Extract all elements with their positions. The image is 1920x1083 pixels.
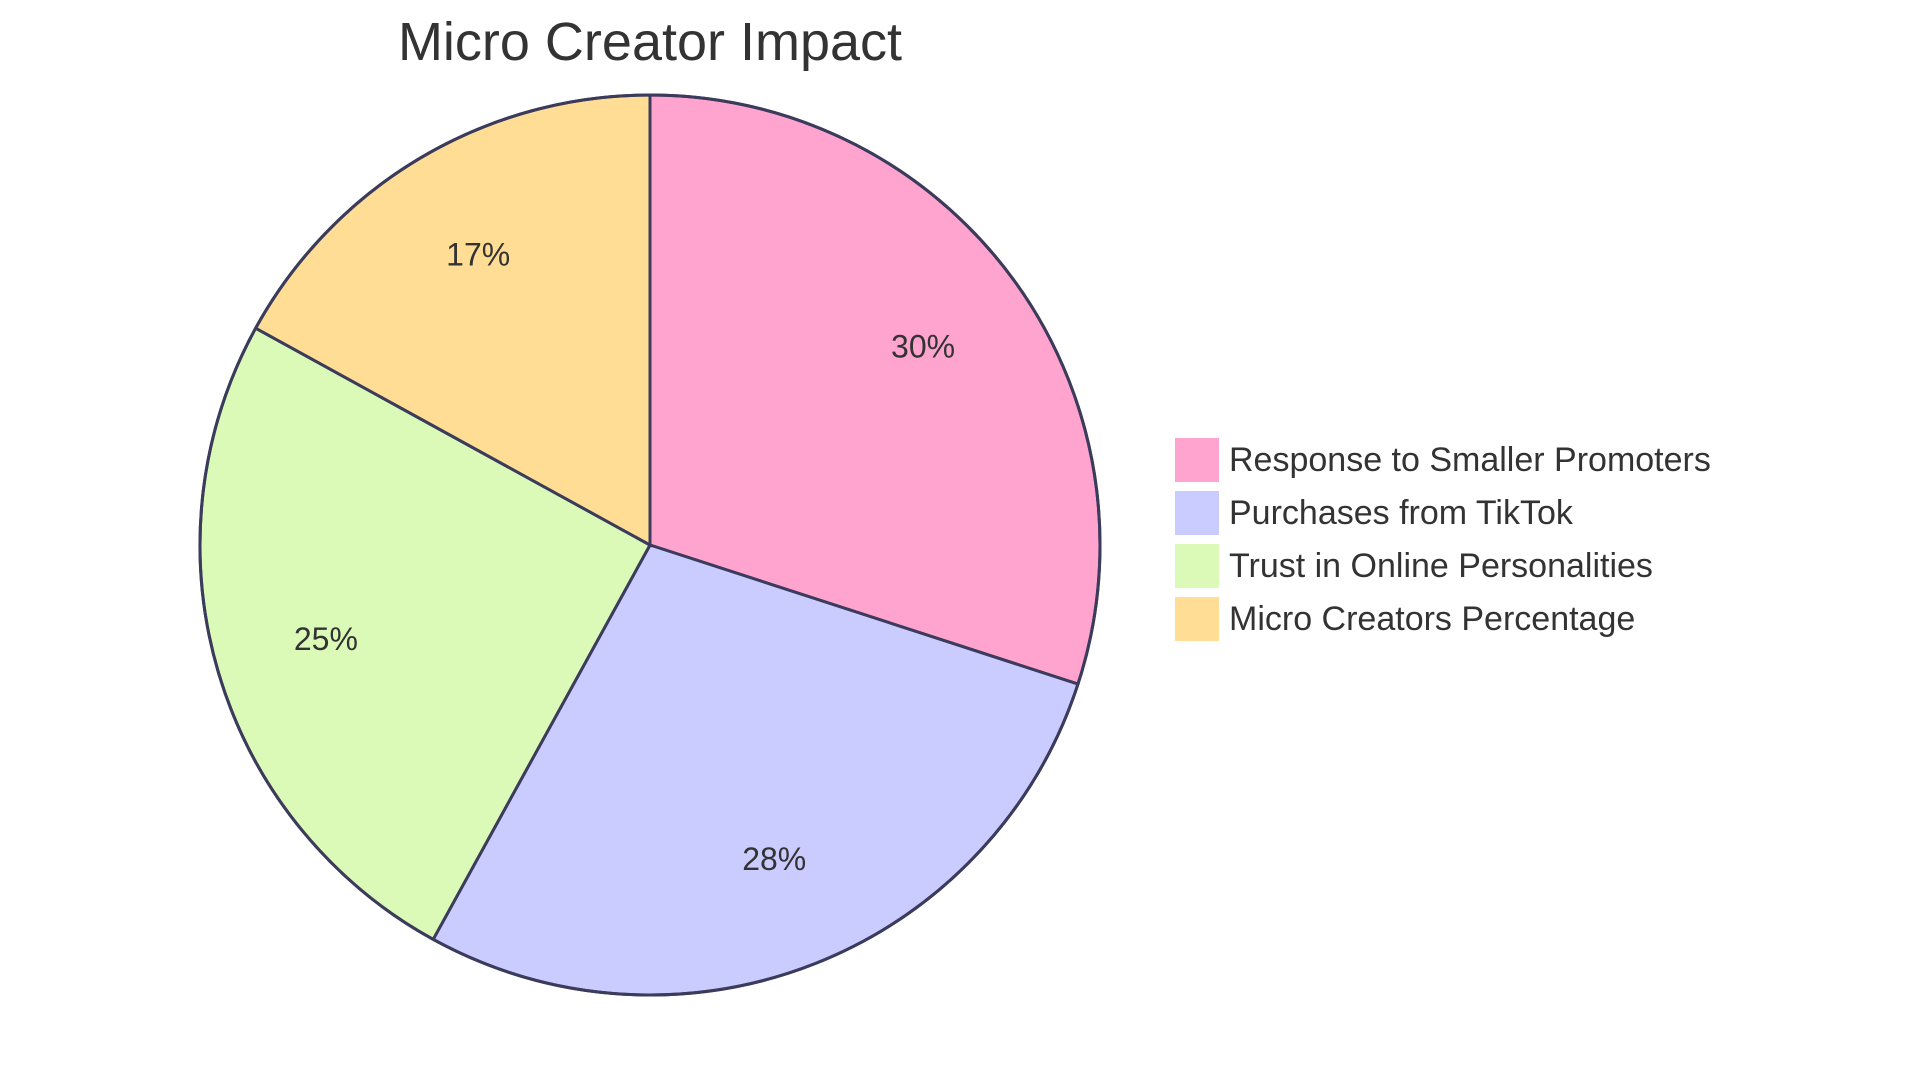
slice-label-response-to-smaller-promoters: 30% — [891, 329, 955, 365]
legend-swatch-trust-in-online-personalities — [1175, 544, 1219, 588]
legend-swatch-purchases-from-tiktok — [1175, 491, 1219, 535]
legend-label-trust-in-online-personalities: Trust in Online Personalities — [1229, 547, 1653, 585]
legend: Response to Smaller Promoters Purchases f… — [1175, 438, 1711, 641]
legend-label-response-to-smaller-promoters: Response to Smaller Promoters — [1229, 441, 1711, 479]
slice-label-micro-creators-percentage: 17% — [446, 236, 510, 272]
slice-label-purchases-from-tiktok: 28% — [742, 841, 806, 877]
legend-swatch-micro-creators-percentage — [1175, 597, 1219, 641]
legend-label-micro-creators-percentage: Micro Creators Percentage — [1229, 600, 1635, 638]
pie-outline — [198, 93, 1102, 997]
legend-swatch-response-to-smaller-promoters — [1175, 438, 1219, 482]
slice-label-trust-in-online-personalities: 25% — [294, 621, 358, 657]
pie-slices — [198, 93, 1102, 997]
legend-label-purchases-from-tiktok: Purchases from TikTok — [1229, 494, 1574, 532]
pie-slice-labels: 30% 28% 25% 17% — [294, 236, 955, 876]
chart-title: Micro Creator Impact — [398, 12, 902, 72]
